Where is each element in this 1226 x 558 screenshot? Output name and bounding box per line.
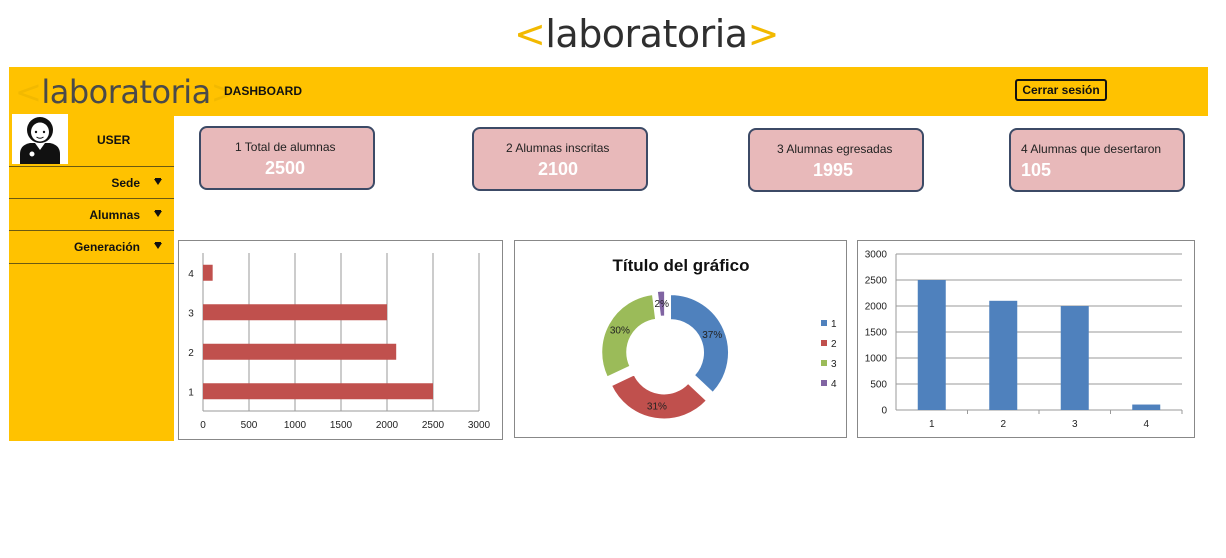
x-tick-label: 1 [929, 419, 935, 430]
sidebar-item-label: Sede [111, 176, 140, 190]
header-logo-bracket-open: < [15, 73, 42, 111]
sidebar-item-label: Alumnas [89, 208, 140, 222]
bar [203, 304, 387, 321]
bar [203, 343, 397, 360]
y-tick-label: 1 [188, 387, 194, 398]
donut-slice [601, 294, 657, 378]
chart-title: Título del gráfico [613, 256, 750, 275]
avatar [12, 114, 68, 164]
x-tick-label: 0 [200, 420, 206, 431]
x-tick-label: 4 [1143, 419, 1149, 430]
legend-label: 2 [831, 339, 837, 350]
sidebar-item-label: Generación [73, 240, 140, 254]
caret-down-icon [154, 242, 162, 249]
slice-data-label: 30% [610, 326, 630, 337]
logo-bracket-open: < [514, 12, 546, 56]
bar [917, 280, 946, 410]
header-logo-word: laboratoria [41, 73, 211, 111]
legend-swatch [821, 320, 827, 326]
kpi-card-inscritas: 2 Alumnas inscritas 2100 [472, 127, 648, 191]
slice-data-label: 37% [702, 330, 722, 341]
vertical-bar-chart-svg: 0 500 1000 1500 2000 2500 3000 1 2 3 4 [865, 250, 1183, 430]
sidebar-item-sede[interactable]: Sede [9, 166, 174, 198]
kpi-card-label: 1 Total de alumnas [235, 140, 336, 154]
legend-swatch [821, 380, 827, 386]
y-tick-label: 500 [870, 380, 887, 391]
horizontal-bar-chart: 0 500 1000 1500 2000 2500 3000 1 2 3 4 [178, 240, 503, 440]
header-bar: <laboratoria> DASHBOARD Cerrar sesión [9, 67, 1208, 116]
y-tick-label: 3000 [865, 250, 888, 261]
vertical-bar-chart: 0 500 1000 1500 2000 2500 3000 1 2 3 4 [857, 240, 1195, 438]
legend-label: 3 [831, 359, 837, 370]
x-tick-label: 500 [241, 420, 258, 431]
kpi-card-label: 4 Alumnas que desertaron [1021, 142, 1162, 156]
bar [203, 383, 433, 400]
y-tick-label: 2000 [865, 302, 888, 313]
kpi-card-value: 1995 [813, 160, 854, 180]
page-title: DASHBOARD [224, 84, 302, 98]
caret-down-icon [154, 178, 162, 185]
kpi-card-label: 3 Alumnas egresadas [777, 142, 893, 156]
y-tick-label: 1500 [865, 328, 888, 339]
legend-swatch [821, 340, 827, 346]
user-avatar-icon [12, 114, 68, 164]
x-tick-label: 2 [1000, 419, 1006, 430]
top-logo: <laboratoria> [514, 12, 779, 56]
slice-data-label: 31% [647, 401, 667, 412]
x-tick-label: 2000 [376, 420, 399, 431]
legend-label: 1 [831, 319, 837, 330]
donut-slice [610, 374, 708, 420]
x-tick-label: 1500 [330, 420, 353, 431]
caret-down-icon [154, 210, 162, 217]
sidebar-item-generacion[interactable]: Generación [9, 230, 174, 262]
kpi-card-value: 105 [1021, 160, 1052, 180]
y-tick-label: 2500 [865, 276, 888, 287]
logout-button[interactable]: Cerrar sesión [1015, 79, 1107, 101]
legend-label: 4 [831, 379, 837, 390]
x-tick-label: 1000 [284, 420, 307, 431]
legend-swatch [821, 360, 827, 366]
header-logo: <laboratoria> [15, 73, 238, 111]
kpi-card-label: 2 Alumnas inscritas [506, 141, 610, 155]
kpi-card-egresadas: 3 Alumnas egresadas 1995 [748, 128, 924, 192]
bar [989, 300, 1018, 410]
kpi-card-value: 2100 [538, 159, 579, 179]
bar [203, 264, 213, 281]
logo-bracket-close: > [747, 12, 780, 56]
kpi-card-desertaron: 4 Alumnas que desertaron 105 [1009, 128, 1185, 192]
y-tick-label: 3 [188, 308, 194, 319]
y-tick-label: 0 [881, 406, 887, 417]
x-tick-label: 2500 [422, 420, 445, 431]
sidebar-item-alumnas[interactable]: Alumnas [9, 198, 174, 230]
donut-slice [656, 290, 666, 317]
donut-slice [670, 294, 730, 394]
user-label: USER [97, 133, 131, 147]
bar [1132, 404, 1161, 410]
donut-chart-svg: Título del gráfico 37% 31% 30% 2% 1 2 3 4 [601, 256, 837, 420]
donut-chart: Título del gráfico 37% 31% 30% 2% 1 2 3 4 [514, 240, 847, 438]
sidebar: USER Sede Alumnas Generación [9, 114, 174, 441]
y-tick-label: 4 [188, 269, 194, 280]
header-logo-bracket-close: > [210, 73, 238, 111]
horizontal-bar-chart-svg: 0 500 1000 1500 2000 2500 3000 1 2 3 4 [188, 253, 491, 431]
x-tick-label: 3000 [468, 420, 491, 431]
sidebar-divider [9, 263, 174, 264]
kpi-card-value: 2500 [265, 158, 306, 178]
bar [1060, 306, 1089, 410]
x-tick-label: 3 [1072, 419, 1078, 430]
y-tick-label: 2 [188, 348, 194, 359]
y-tick-label: 1000 [865, 354, 888, 365]
logo-word: laboratoria [545, 12, 748, 56]
slice-data-label: 2% [655, 299, 670, 310]
kpi-card-total: 1 Total de alumnas 2500 [199, 126, 375, 190]
